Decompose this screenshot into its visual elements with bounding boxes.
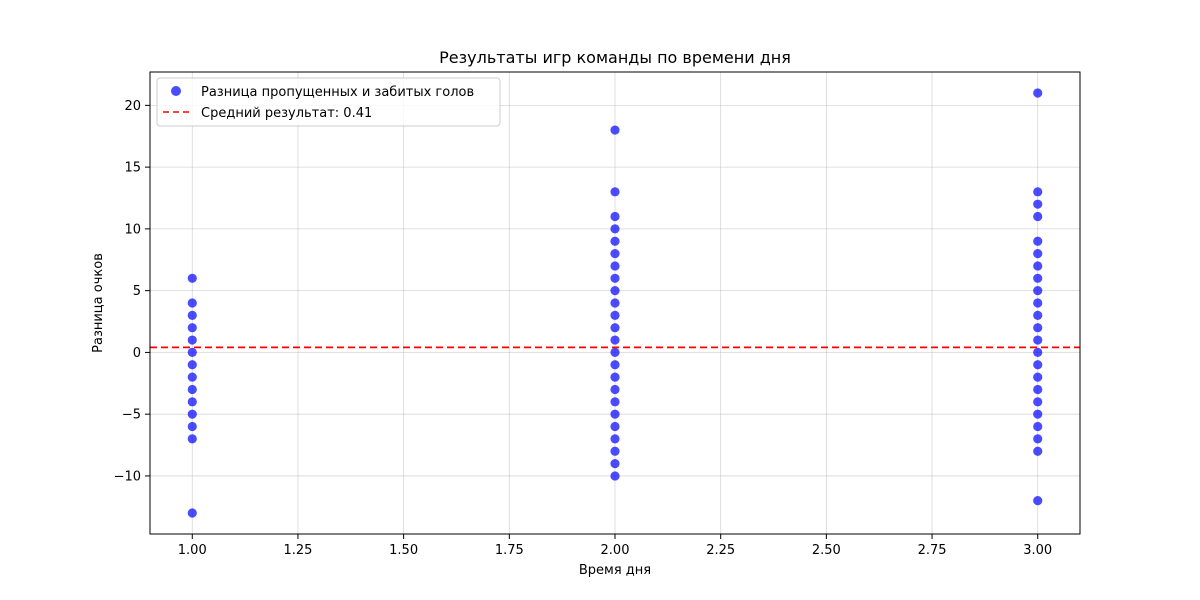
- y-tick-label: −10: [114, 469, 141, 484]
- x-tick-label: 1.25: [283, 543, 312, 558]
- y-tick-label: 15: [124, 161, 141, 176]
- data-point: [610, 360, 620, 370]
- y-tick-label: −5: [122, 408, 141, 423]
- axis-ticks: 1.00 1.25 1.50 1.75 2.00 2.25 2.50 2.75 3.00 −10 −…: [114, 99, 1053, 558]
- x-tick-label: 1.00: [178, 543, 207, 558]
- x-tick-label: 2.00: [601, 543, 630, 558]
- data-point: [187, 421, 197, 432]
- data-point: [187, 372, 197, 382]
- data-point: [187, 335, 197, 345]
- data-point: [1033, 347, 1043, 358]
- data-point: [187, 384, 197, 395]
- data-point: [610, 236, 620, 246]
- data-point: [187, 397, 197, 407]
- data-point: [610, 187, 620, 197]
- legend-marker-scatter: [171, 86, 181, 96]
- data-point: [610, 211, 620, 222]
- data-point: [1033, 298, 1043, 308]
- data-point: [1033, 273, 1043, 283]
- data-point: [187, 434, 197, 444]
- x-tick-label: 2.25: [706, 543, 735, 558]
- data-point: [610, 446, 620, 456]
- legend-box: [156, 77, 501, 127]
- data-point: [1033, 187, 1043, 197]
- data-point: [1033, 335, 1043, 345]
- data-point: [610, 335, 620, 345]
- data-point: [1033, 199, 1043, 209]
- x-tick-label: 1.50: [389, 543, 418, 558]
- data-point: [610, 310, 620, 320]
- data-point: [187, 409, 197, 419]
- chart-title: Результаты игр команды по времени дня: [439, 48, 791, 67]
- data-point: [1033, 496, 1043, 506]
- data-point: [187, 508, 197, 518]
- data-point: [610, 471, 620, 481]
- data-point: [1033, 434, 1043, 444]
- y-tick-label: 5: [133, 284, 141, 299]
- data-point: [1033, 211, 1043, 222]
- data-point: [1033, 323, 1043, 333]
- data-point: [187, 323, 197, 333]
- data-point: [610, 347, 620, 358]
- data-point: [187, 360, 197, 370]
- data-point: [610, 224, 620, 234]
- data-point: [1033, 310, 1043, 320]
- data-point: [610, 434, 620, 444]
- data-point: [187, 298, 197, 308]
- x-tick-label: 2.50: [812, 543, 841, 558]
- data-point: [1033, 360, 1043, 370]
- data-point: [610, 384, 620, 395]
- data-point: [1033, 372, 1043, 382]
- data-point: [1033, 446, 1043, 456]
- y-axis-label: Разница очков: [91, 253, 106, 353]
- data-point: [1033, 286, 1043, 296]
- x-tick-label: 1.75: [495, 543, 524, 558]
- legend-label-mean: Средний результат: 0.41: [201, 106, 372, 121]
- legend-label-scatter: Разница пропущенных и забитых голов: [201, 85, 474, 100]
- legend: Разница пропущенных и забитых голов Сред…: [156, 77, 501, 127]
- data-point: [610, 323, 620, 333]
- data-point: [610, 261, 620, 271]
- data-point: [610, 125, 620, 135]
- data-point: [610, 273, 620, 283]
- data-point: [187, 273, 197, 283]
- data-point: [610, 397, 620, 407]
- data-point: [187, 310, 197, 320]
- data-point: [187, 347, 197, 358]
- data-point: [610, 458, 620, 469]
- plot-marks: [150, 88, 1080, 518]
- y-tick-label: 20: [124, 99, 141, 114]
- data-point: [1033, 88, 1043, 98]
- data-point: [610, 248, 620, 259]
- x-tick-label: 2.75: [918, 543, 947, 558]
- data-point: [610, 286, 620, 296]
- x-axis-label: Время дня: [579, 563, 651, 578]
- data-point: [1033, 409, 1043, 419]
- data-point: [610, 421, 620, 432]
- y-tick-label: 10: [124, 222, 141, 237]
- data-point: [1033, 236, 1043, 246]
- x-tick-label: 3.00: [1023, 543, 1052, 558]
- data-point: [610, 372, 620, 382]
- data-point: [610, 298, 620, 308]
- data-point: [1033, 261, 1043, 271]
- data-point: [1033, 421, 1043, 432]
- data-point: [1033, 397, 1043, 407]
- data-point: [1033, 384, 1043, 395]
- y-tick-label: 0: [133, 346, 141, 361]
- data-point: [1033, 248, 1043, 259]
- data-point: [610, 409, 620, 419]
